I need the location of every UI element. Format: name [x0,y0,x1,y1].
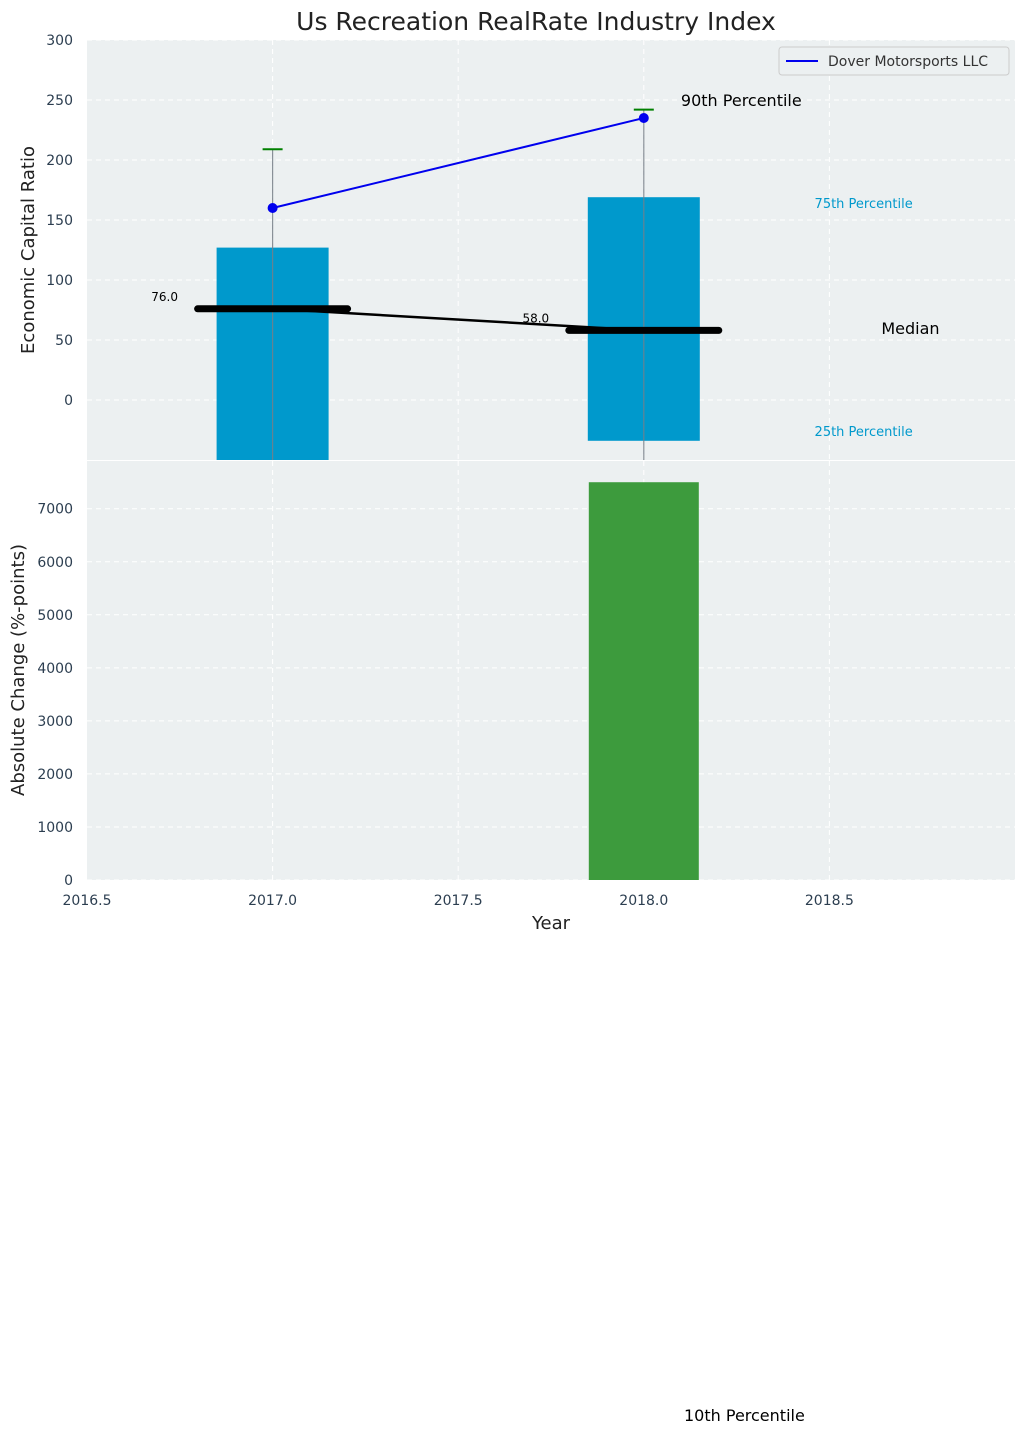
median-value-label-2018: 58.0 [522,311,549,325]
chart-title: Us Recreation RealRate Industry Index [296,7,776,36]
x-tick-label: 2017.0 [248,893,297,909]
top-chart-marks [194,108,723,460]
footer-annotation-10th-percentile: 10th Percentile [684,1406,805,1425]
top-y-tick-label: 50 [55,333,73,349]
legend-box [778,46,1010,76]
bottom-y-tick-label: 2000 [37,767,73,783]
annotation-25th-percentile: 25th Percentile [815,425,913,440]
top-y-tick-label: 250 [46,93,73,109]
bottom-panel-background [87,461,1015,880]
top-y-tick-label: 150 [46,213,73,229]
legend: Dover Motorsports LLC [778,46,1010,76]
top-y-tick-label: 200 [46,153,73,169]
top-y-tick-label: 0 [64,393,73,409]
bottom-y-tick-label: 0 [64,873,73,889]
absolute-change-bar-2018 [588,482,699,880]
x-tick-label: 2018.5 [805,893,854,909]
bottom-y-tick-label: 5000 [37,608,73,624]
annotation-90th-percentile: 90th Percentile [681,91,802,110]
bottom-y-tick-label: 3000 [37,714,73,730]
bottom-chart-marks [588,482,699,880]
top-y-tick-label: 100 [46,273,73,289]
bottom-y-tick-label: 6000 [37,555,73,571]
bottom-y-axis-label: Absolute Change (%-points) [8,544,29,796]
median-trend-line [272,307,644,332]
series-line-dover-motorsports [272,117,645,209]
top-y-axis-label: Economic Capital Ratio [18,146,39,354]
x-tick-label: 2018.0 [619,893,668,909]
chart-labels: 0501001502002503000100020003000400050006… [37,33,939,909]
x-tick-label: 2017.5 [434,893,483,909]
annotation-75th-percentile: 75th Percentile [815,197,913,212]
x-axis-label: Year [531,913,571,934]
x-tick-label: 2016.5 [63,893,112,909]
top-y-tick-label: 300 [46,33,73,49]
bottom-y-tick-label: 1000 [37,820,73,836]
median-value-label-2017: 76.0 [151,290,178,304]
bottom-y-tick-label: 4000 [37,661,73,677]
bottom-y-tick-label: 7000 [37,502,73,518]
series-point-2018 [638,113,649,123]
series-point-2017 [267,203,278,213]
annotation-median: Median [881,319,939,338]
legend-label-dover-motorsports: Dover Motorsports LLC [828,54,988,70]
